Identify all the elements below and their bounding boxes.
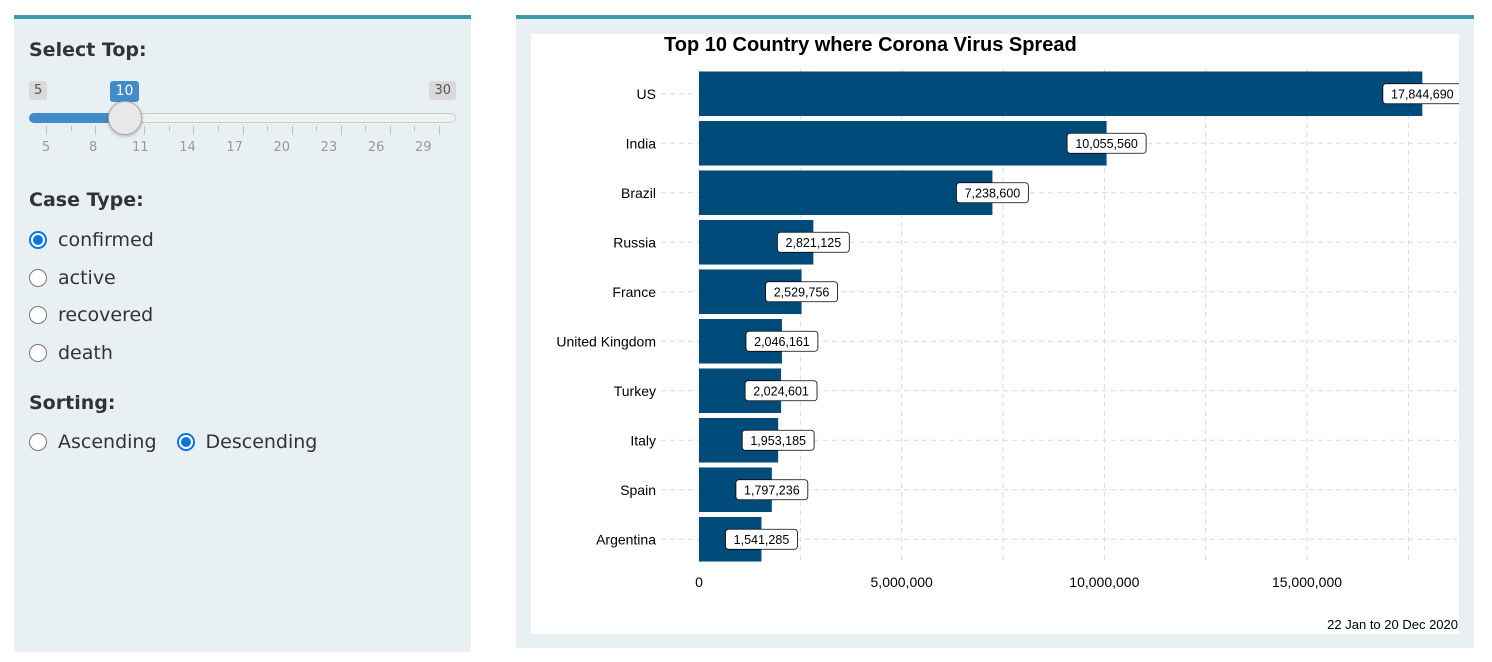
slider-fill (29, 113, 125, 123)
slider-tick (95, 126, 97, 135)
x-tick-label: 0 (695, 574, 703, 590)
value-label: 7,238,600 (965, 186, 1021, 200)
slider-tick (414, 126, 416, 131)
radio-label: Ascending (58, 431, 157, 453)
value-label-box (741, 429, 815, 451)
case-type-label: Case Type: (29, 189, 144, 211)
category-label: United Kingdom (556, 333, 656, 349)
slider-grid-label: 5 (41, 140, 51, 155)
value-label: 1,953,185 (750, 434, 806, 448)
slider-grid-label: 14 (179, 140, 196, 155)
category-label: France (612, 284, 656, 300)
slider-tick (340, 126, 342, 135)
sorting-radio-group: Ascending Descending (29, 431, 337, 453)
slider-grid-label: 17 (226, 140, 243, 155)
chart-title: Top 10 Country where Corona Virus Spread (664, 34, 1077, 56)
value-label: 2,024,601 (753, 384, 809, 398)
x-tick-label: 15,000,000 (1272, 574, 1342, 590)
value-label: 1,797,236 (744, 483, 800, 497)
slider-tick (193, 126, 195, 135)
category-label: Brazil (621, 185, 656, 201)
value-label: 2,529,756 (774, 285, 830, 299)
chart-panel: Top 10 Country where Corona Virus Spread… (516, 15, 1474, 648)
value-label-box (777, 231, 850, 253)
category-label: Turkey (614, 383, 656, 399)
bar-brazil (699, 170, 993, 216)
slider-tick (242, 126, 244, 135)
value-label-box (744, 380, 818, 402)
slider-max-label: 30 (429, 81, 456, 100)
slider-tick (291, 126, 293, 135)
bar-chart: Top 10 Country where Corona Virus Spread… (556, 34, 1463, 632)
slider-tick (316, 126, 318, 131)
slider-tick (389, 126, 391, 135)
bar-india (699, 120, 1107, 166)
select-top-label: Select Top: (29, 39, 147, 61)
slider-grid-label: 29 (414, 140, 432, 155)
value-label-box (956, 182, 1029, 204)
slider-grid-label: 11 (132, 140, 149, 155)
slider-grid-label: 26 (367, 140, 385, 155)
radio-button[interactable] (29, 231, 47, 249)
sorting-label: Sorting: (29, 392, 116, 414)
radio-label: Descending (205, 431, 318, 453)
select-top-slider[interactable]: 5 30 10 5 8 11 14 17 20 23 26 29 (29, 81, 456, 161)
slider-grid-label: 8 (89, 140, 98, 155)
value-label-box (1066, 132, 1147, 154)
value-label: 10,055,560 (1075, 137, 1138, 151)
slider-min-label: 5 (29, 81, 48, 100)
value-label: 17,844,690 (1391, 87, 1454, 101)
slider-grid-label: 23 (320, 140, 338, 155)
slider-tick (217, 126, 219, 131)
case-type-option-active[interactable]: active (29, 266, 116, 290)
slider-tick (439, 126, 440, 135)
slider-grid-label: 20 (273, 140, 291, 155)
value-label: 2,821,125 (786, 236, 842, 250)
sorting-option-ascending[interactable]: Ascending (29, 431, 157, 453)
sidebar-panel: Select Top: 5 30 10 5 8 11 14 17 20 23 26 29 Cas… (14, 15, 471, 652)
slider-handle[interactable] (107, 101, 142, 135)
value-label-box (745, 330, 819, 352)
slider-value-label: 10 (109, 81, 140, 106)
category-label: Spain (620, 482, 656, 498)
x-tick-label: 5,000,000 (871, 574, 933, 590)
radio-label: death (58, 341, 113, 364)
radio-label: active (58, 266, 116, 289)
slider-tick (70, 126, 72, 131)
category-label: Italy (630, 432, 656, 448)
radio-button[interactable] (29, 268, 47, 287)
plot-area: Top 10 Country where Corona Virus Spread… (531, 34, 1463, 634)
value-label: 1,541,285 (734, 533, 790, 547)
slider-tick (144, 126, 146, 135)
case-type-option-recovered[interactable]: recovered (29, 303, 153, 327)
value-label-box (765, 281, 838, 303)
radio-button[interactable] (29, 433, 47, 451)
value-label: 2,046,161 (754, 335, 810, 349)
category-label: Argentina (596, 531, 656, 547)
slider-tick (168, 126, 170, 131)
case-type-option-death[interactable]: death (29, 341, 113, 365)
slider-tick (267, 126, 269, 131)
value-label-box (735, 479, 809, 501)
radio-button[interactable] (29, 343, 47, 362)
x-tick-label: 10,000,000 (1069, 574, 1139, 590)
case-type-option-confirmed[interactable]: confirmed (29, 228, 154, 252)
slider-tick (365, 126, 367, 131)
radio-button[interactable] (176, 433, 195, 451)
slider-tick (46, 126, 47, 135)
category-label: India (626, 135, 657, 151)
value-label-box (725, 528, 798, 550)
category-label: US (637, 86, 656, 102)
radio-label: recovered (58, 304, 154, 326)
sorting-option-descending[interactable]: Descending (176, 431, 318, 453)
category-label: Russia (613, 234, 656, 250)
radio-button[interactable] (29, 306, 47, 324)
radio-label: confirmed (58, 229, 154, 251)
bar-us (699, 71, 1423, 117)
chart-caption: 22 Jan to 20 Dec 2020 (1327, 617, 1458, 632)
